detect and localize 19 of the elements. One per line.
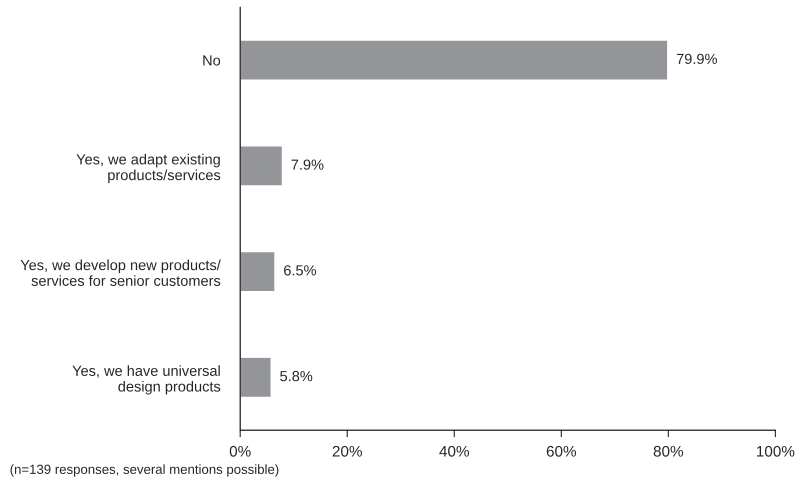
- y-tick-label: Yes, we adapt existing products/services: [76, 154, 220, 184]
- x-tick-label: 40%: [439, 446, 470, 457]
- x-tick-label: 60%: [546, 446, 576, 457]
- data-label: 7.9%: [292, 159, 324, 170]
- y-tick-label: Yes, we develop new products/ services for senior customers: [20, 260, 221, 286]
- x-tick-label: 0%: [230, 446, 251, 457]
- data-label: 6.5%: [284, 265, 316, 276]
- text: (n=139 responses, several mentions possible): [10, 464, 278, 477]
- x-tick-label: 100%: [757, 446, 794, 457]
- y-tick-label: Yes, we have universal design products: [72, 365, 220, 395]
- bar: [240, 250, 276, 292]
- bar: [240, 39, 668, 81]
- data-label: 5.8%: [280, 370, 312, 382]
- x-tick-label: 20%: [332, 446, 362, 457]
- y-tick-label: No: [203, 55, 220, 66]
- bar: [240, 356, 272, 398]
- x-tick-label: 80%: [654, 446, 684, 457]
- bar: [240, 145, 284, 187]
- data-label: 79.9%: [676, 54, 717, 64]
